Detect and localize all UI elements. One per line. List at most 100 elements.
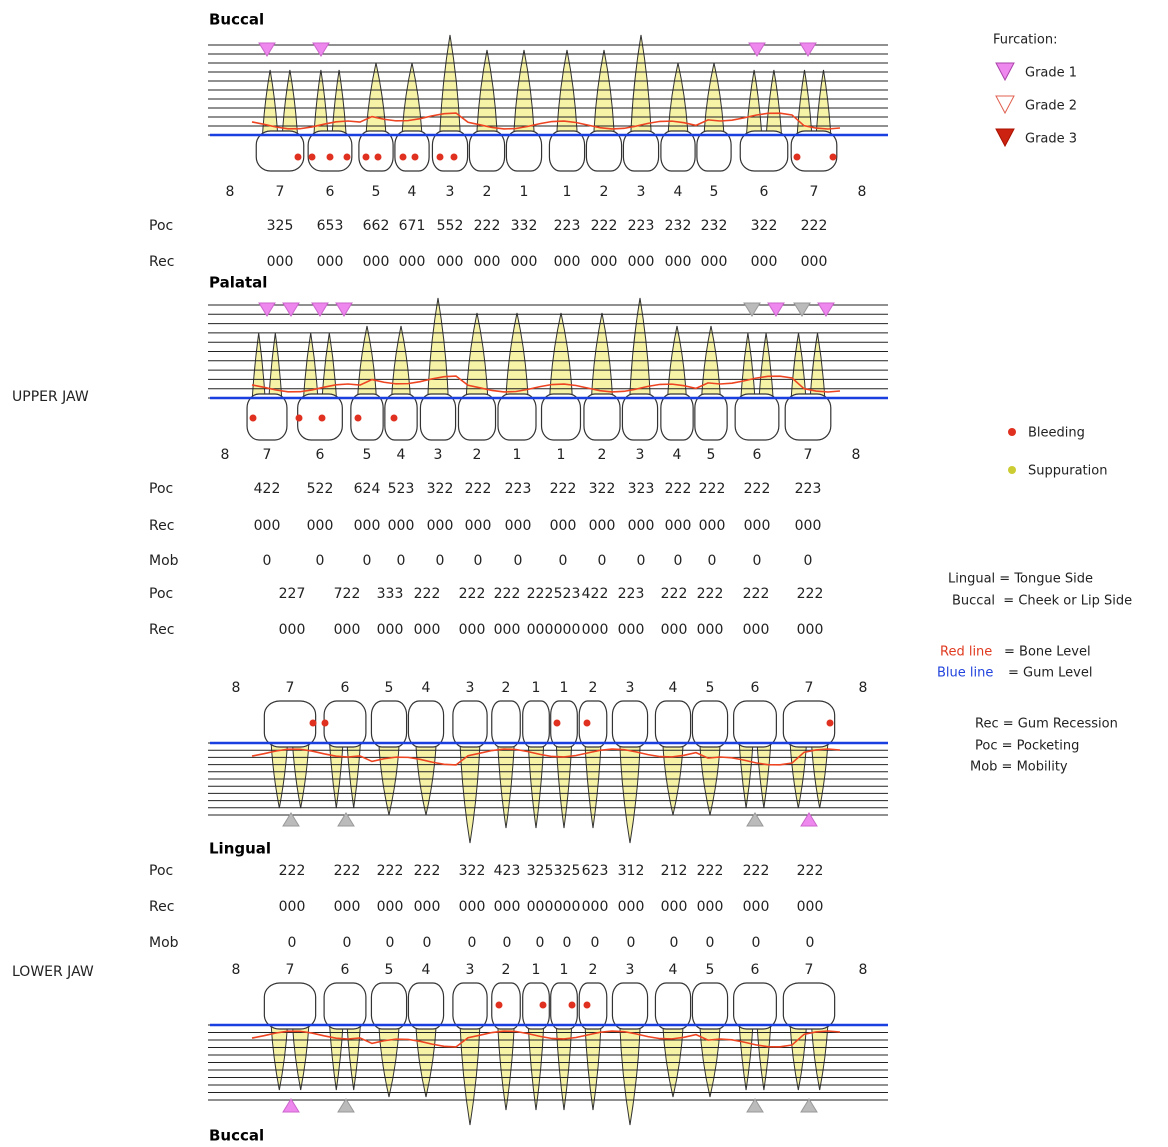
row-value: 222 <box>459 586 486 602</box>
row-value: 0 <box>806 935 815 951</box>
row-value: 227 <box>279 586 306 602</box>
legend-note: Mob = Mobility <box>970 760 1068 775</box>
tooth-number: 7 <box>276 184 285 200</box>
row-value: 000 <box>377 899 404 915</box>
furcation-mark <box>793 302 811 317</box>
tooth-root <box>291 742 310 809</box>
legend-note: = Bone Level <box>1004 645 1091 660</box>
tooth-crown <box>350 393 384 441</box>
tooth-number: 1 <box>532 962 541 978</box>
tooth-crown <box>505 130 543 172</box>
furcation-mark <box>258 42 276 57</box>
tooth-number: 1 <box>513 447 522 463</box>
tooth-crown <box>263 982 317 1030</box>
legend-label: Grade 3 <box>1025 132 1077 147</box>
row-value: 000 <box>317 254 344 270</box>
row-value: 000 <box>661 622 688 638</box>
tooth-root <box>590 312 614 399</box>
row-value: 0 <box>363 553 372 569</box>
tooth-root <box>261 69 279 136</box>
bleeding-dot <box>399 153 407 161</box>
tooth-root <box>391 325 411 399</box>
row-label: Poc <box>149 586 173 602</box>
furcation-mark <box>312 42 330 57</box>
row-value: 000 <box>279 622 306 638</box>
row-value: 222 <box>665 481 692 497</box>
row-value: 000 <box>414 899 441 915</box>
row-value: 322 <box>589 481 616 497</box>
row-value: 222 <box>591 218 618 234</box>
row-value: 0 <box>598 553 607 569</box>
tooth-crown <box>694 393 728 441</box>
tooth-number: 5 <box>385 680 394 696</box>
row-value: 000 <box>388 518 415 534</box>
row-value: 0 <box>288 935 297 951</box>
tooth-root <box>555 1024 573 1111</box>
tooth-root <box>331 69 347 136</box>
tooth-root <box>378 1024 400 1098</box>
row-value: 000 <box>505 518 532 534</box>
row-value: 222 <box>334 863 361 879</box>
legend-grade-3 <box>995 128 1015 148</box>
legend-label: Grade 1 <box>1025 66 1077 81</box>
tooth-crown <box>585 130 623 172</box>
tooth-number: 1 <box>560 680 569 696</box>
bleeding-dot <box>450 153 458 161</box>
legend-grade-2 <box>995 95 1015 115</box>
row-value: 0 <box>674 553 683 569</box>
tooth-root <box>756 742 772 809</box>
tooth-number: 5 <box>706 680 715 696</box>
tooth-number: 7 <box>286 962 295 978</box>
tooth-number: 3 <box>466 962 475 978</box>
row-value: 422 <box>254 481 281 497</box>
tooth-crown <box>522 700 550 748</box>
bleeding-dot <box>295 414 303 422</box>
row-value: 000 <box>665 254 692 270</box>
row-value: 222 <box>465 481 492 497</box>
tooth-root <box>346 1024 361 1091</box>
tooth-number: 4 <box>422 962 431 978</box>
row-value: 0 <box>343 935 352 951</box>
row-value: 000 <box>307 518 334 534</box>
row-value: 222 <box>697 863 724 879</box>
row-value: 000 <box>697 899 724 915</box>
tooth-crown <box>790 130 838 172</box>
bleeding-dot <box>309 719 317 727</box>
tooth-crown <box>733 700 777 748</box>
tooth-crown <box>246 393 288 441</box>
row-value: 000 <box>554 899 581 915</box>
tooth-number: 6 <box>751 962 760 978</box>
row-value: 322 <box>459 863 486 879</box>
row-value: 0 <box>397 553 406 569</box>
row-value: 223 <box>554 218 581 234</box>
row-value: 000 <box>795 518 822 534</box>
row-value: 0 <box>503 935 512 951</box>
furcation-mark <box>337 812 355 827</box>
row-value: 222 <box>527 586 554 602</box>
row-value: 552 <box>437 218 464 234</box>
legend-label: Suppuration <box>1028 464 1107 479</box>
row-value: 325 <box>554 863 581 879</box>
row-value: 333 <box>377 586 404 602</box>
row-label: Poc <box>149 863 173 879</box>
tooth-number: 7 <box>810 184 819 200</box>
tooth-number: 4 <box>674 184 683 200</box>
tooth-crown <box>611 700 649 748</box>
furcation-mark <box>800 812 818 827</box>
row-value: 000 <box>267 254 294 270</box>
tooth-root <box>415 1024 437 1098</box>
tooth-number: 4 <box>408 184 417 200</box>
tooth-crown <box>457 393 497 441</box>
row-value: 222 <box>377 863 404 879</box>
row-value: 000 <box>618 622 645 638</box>
tooth-crown <box>255 130 305 172</box>
tooth-crown <box>452 982 488 1030</box>
tooth-number: 3 <box>446 184 455 200</box>
tooth-crown <box>452 700 488 748</box>
row-value: 000 <box>797 899 824 915</box>
furcation-mark <box>282 1098 300 1113</box>
tooth-root <box>427 297 449 399</box>
row-value: 000 <box>399 254 426 270</box>
tooth-crown <box>522 982 550 1030</box>
